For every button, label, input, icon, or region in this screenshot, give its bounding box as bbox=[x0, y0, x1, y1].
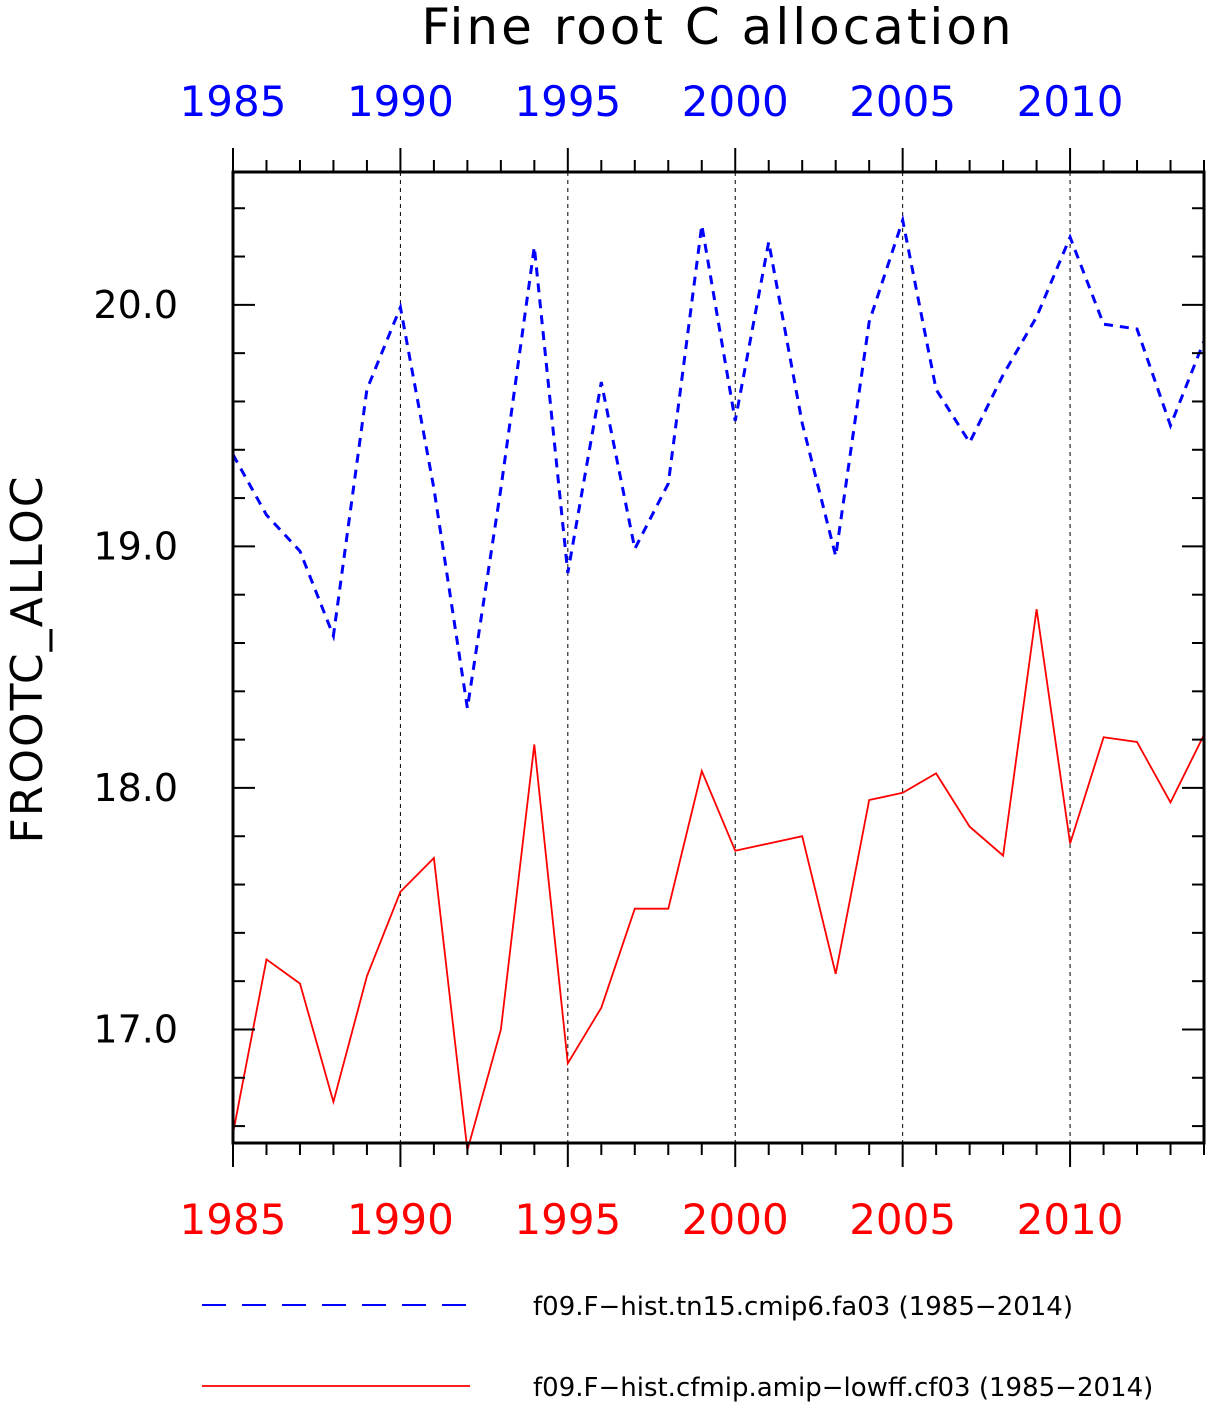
x-tick-label-top-2005: 2005 bbox=[849, 77, 956, 126]
plot-frame bbox=[231, 170, 1206, 1145]
x-tick-label-bottom-1985: 1985 bbox=[180, 1195, 287, 1244]
x-tick-label-bottom-1995: 1995 bbox=[514, 1195, 621, 1244]
series-line-2 bbox=[232, 609, 1205, 1151]
x-tick-label-bottom-1990: 1990 bbox=[347, 1195, 454, 1244]
series-lines bbox=[231, 214, 1206, 1151]
series-line-1 bbox=[231, 214, 1206, 709]
x-tick-label-bottom-2005: 2005 bbox=[849, 1195, 956, 1244]
x-tick-label-top-2000: 2000 bbox=[682, 77, 789, 126]
y-tick-label-17.0: 17.0 bbox=[93, 1007, 178, 1051]
y-tick-label-19.0: 19.0 bbox=[93, 524, 178, 568]
x-tick-label-top-1990: 1990 bbox=[347, 77, 454, 126]
y-tick-label-20.0: 20.0 bbox=[93, 283, 178, 327]
y-tick-label-18.0: 18.0 bbox=[93, 766, 178, 810]
x-tick-label-top-2010: 2010 bbox=[1017, 77, 1124, 126]
tick-labels: 1985 1985 1990 1990 1995 1995 2000 2000 2005 2005… bbox=[93, 77, 1123, 1244]
y-axis-label: FROOTC_ALLOC bbox=[2, 474, 53, 843]
axes bbox=[231, 148, 1206, 1167]
x-tick-label-bottom-2000: 2000 bbox=[682, 1195, 789, 1244]
legend-label-1: f09.F−hist.tn15.cmip6.fa03 (1985−2014) bbox=[533, 1292, 1073, 1322]
x-tick-label-top-1985: 1985 bbox=[180, 77, 287, 126]
chart-title: Fine root C allocation bbox=[421, 0, 1014, 56]
legend-label-2: f09.F−hist.cfmip.amip−lowff.cf03 (1985−2… bbox=[533, 1373, 1153, 1403]
grid bbox=[399, 172, 1071, 1143]
x-tick-label-bottom-2010: 2010 bbox=[1017, 1195, 1124, 1244]
legend: f09.F−hist.tn15.cmip6.fa03 (1985−2014) f0… bbox=[202, 1292, 1153, 1403]
x-tick-label-top-1995: 1995 bbox=[514, 77, 621, 126]
